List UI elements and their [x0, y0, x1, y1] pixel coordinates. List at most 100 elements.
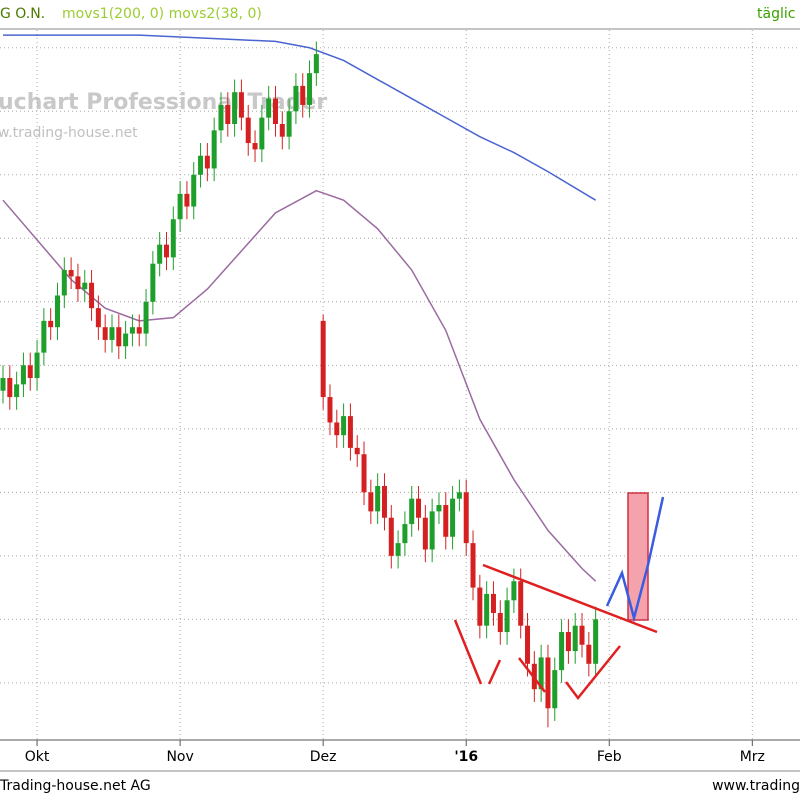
candle-body [552, 670, 558, 709]
candle-body [75, 276, 81, 290]
candle-body [7, 378, 13, 398]
candle-body [470, 543, 476, 588]
x-tick-labels: Okt Nov Dez '16 Feb Mrz [25, 740, 765, 765]
candle-body [456, 492, 462, 499]
candle-body [586, 644, 592, 664]
pattern-stroke [453, 619, 483, 685]
candle-body [368, 492, 374, 512]
candle-body [490, 593, 496, 613]
candle-body [354, 447, 360, 455]
watermark-url: w.trading-house.net [0, 125, 138, 141]
candle-body [245, 117, 251, 144]
annotations [453, 492, 665, 701]
candle-body [225, 104, 231, 124]
pattern-stroke [565, 645, 621, 701]
candle-body [41, 320, 47, 353]
candle-body [579, 625, 585, 645]
candle-body [347, 416, 353, 448]
candle-body [109, 327, 115, 340]
candle-body [150, 263, 156, 302]
candle-body [123, 333, 129, 347]
candle-body [198, 155, 204, 175]
candle-body [48, 320, 54, 328]
candle-body [300, 85, 306, 105]
candle-body [334, 422, 340, 436]
trendline [482, 563, 658, 634]
pattern-stroke [518, 657, 546, 693]
candle-body [259, 117, 265, 150]
footer-left: Trading-house.net AG [0, 778, 151, 794]
candle-body [286, 111, 292, 137]
candle-body [27, 365, 33, 379]
candle-body [422, 517, 428, 550]
candle-body [293, 85, 299, 112]
candle-body [525, 625, 531, 664]
candle-body [565, 632, 571, 652]
interval: täglic [757, 6, 795, 22]
watermark: uchart Professional Trader [0, 90, 327, 115]
candle-body [129, 327, 135, 334]
forecast-path [605, 496, 665, 623]
candle-body [238, 92, 244, 118]
candle-body [409, 498, 415, 525]
candle-body [538, 657, 544, 690]
x-tick-label: Dez [310, 749, 337, 765]
candle-body [484, 593, 490, 626]
candle-body [361, 454, 367, 493]
candle-body [163, 244, 169, 258]
candle-body [266, 98, 272, 118]
x-tick-label: '16 [454, 749, 478, 765]
candle-body [327, 397, 333, 423]
candle-body [463, 492, 469, 544]
candle-body [157, 244, 163, 264]
candle-body [477, 587, 483, 626]
candle-body [497, 612, 503, 633]
candle-body [177, 193, 183, 220]
candle-body [450, 498, 456, 537]
candle-body [184, 193, 190, 207]
candle-body [191, 174, 197, 207]
x-tick-label: Nov [166, 749, 193, 765]
instrument: G O.N. [0, 6, 45, 22]
candle-body [136, 327, 142, 334]
candle-body [395, 543, 401, 556]
candle-body [279, 123, 285, 137]
candle-body [232, 92, 238, 124]
candle-body [143, 301, 149, 334]
candles [0, 41, 599, 728]
candle-body [402, 524, 408, 544]
candle-body [429, 511, 435, 550]
candle-body [307, 73, 313, 105]
moving-average [2, 189, 597, 582]
moving-average [2, 34, 597, 201]
x-tick-label: Mrz [740, 749, 765, 765]
candle-body [416, 498, 422, 518]
candle-body [272, 98, 278, 124]
indicators: movs1(200, 0) movs2(38, 0) [62, 6, 262, 22]
candle-body [204, 155, 210, 169]
candle-body [170, 219, 176, 258]
candle-body [443, 505, 449, 537]
candle-body [89, 282, 95, 309]
candle-body [54, 295, 60, 328]
x-tick-label: Feb [597, 749, 622, 765]
candle-body [518, 581, 524, 626]
candle-body [218, 104, 224, 131]
candle-body [375, 485, 381, 512]
candle-body [381, 485, 387, 518]
candle-body [0, 378, 6, 391]
candle-body [593, 619, 599, 664]
candle-body [34, 352, 40, 379]
pattern-stroke [487, 659, 502, 685]
candle-body [95, 308, 101, 328]
candle-body [545, 657, 551, 709]
candle-body [572, 625, 578, 652]
candle-body [504, 600, 510, 633]
candle-body [102, 327, 108, 340]
candle-body [313, 54, 319, 74]
footer-right: www.trading [712, 778, 800, 794]
candle-body [20, 365, 26, 385]
candle-body [559, 632, 565, 671]
